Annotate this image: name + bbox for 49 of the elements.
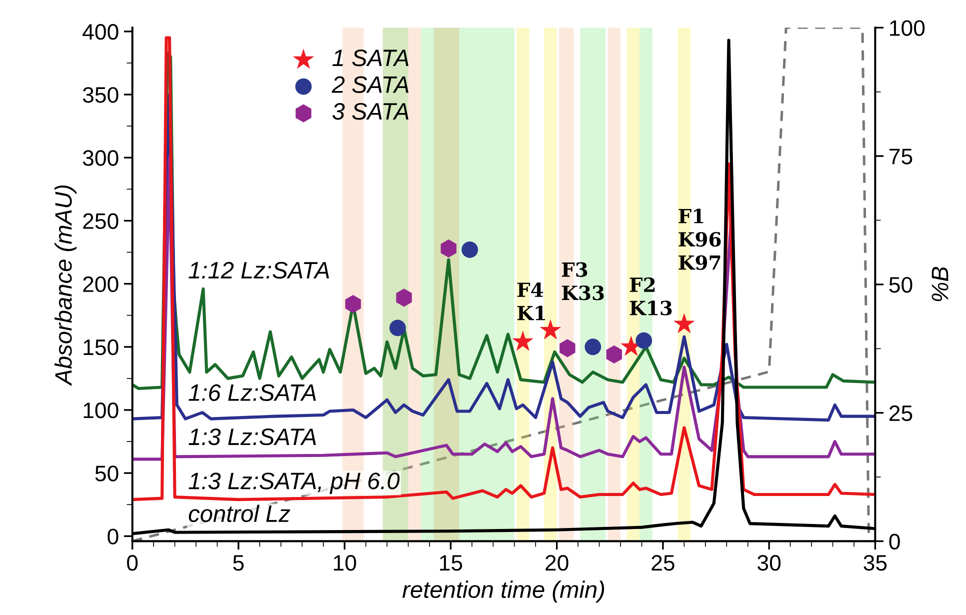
series-label: 1:12 Lz:SATA <box>188 262 329 279</box>
y-tick-label: 350 <box>82 87 118 103</box>
point <box>636 332 652 349</box>
y2-tick-label: 25 <box>890 405 912 422</box>
y-tick-label: 200 <box>83 276 118 292</box>
x-tick-label: 10 <box>334 554 356 571</box>
x-tick-label: 25 <box>652 554 674 571</box>
series-label: 1:3 Lz:SATA <box>188 428 316 446</box>
point <box>606 345 622 364</box>
x-axis-title: retention time (min) <box>402 580 604 603</box>
annotation: F4 K1 <box>517 282 545 320</box>
point <box>584 338 602 356</box>
y2-tick-label: 50 <box>889 276 912 293</box>
point <box>512 330 534 351</box>
point <box>540 319 562 340</box>
x-tick-label: 0 <box>127 554 138 571</box>
y-tick-label: 400 <box>82 24 118 40</box>
series-label: control Lz <box>188 504 290 522</box>
annotation: F1 K96 K97 <box>678 208 721 270</box>
x-tick-label: 15 <box>440 555 462 571</box>
point <box>345 294 361 314</box>
x-tick-label: 30 <box>758 554 781 571</box>
annotation: F2 K13 <box>630 277 672 316</box>
y-tick-label: 0 <box>108 528 118 544</box>
x-tick-label: 35 <box>864 554 887 571</box>
y2-tick-label: 75 <box>890 148 912 164</box>
point <box>396 288 412 307</box>
x-tick-label: 20 <box>546 554 568 571</box>
y-axis-title: Absorbance (mAU) <box>54 185 77 386</box>
y-tick-label: 150 <box>84 339 118 356</box>
y-tick-label: 100 <box>84 402 118 418</box>
y2-tick-label: 100 <box>890 20 925 36</box>
point <box>440 239 456 258</box>
y-tick-label: 300 <box>82 150 118 166</box>
legend-label: 1 SATA <box>332 50 408 66</box>
legend-label: 3 SATA <box>332 103 408 120</box>
annotation: F3 K33 <box>562 262 604 300</box>
legend-label: 2 SATA <box>332 76 408 93</box>
point <box>462 242 478 258</box>
y-tick-label: 50 <box>95 466 118 482</box>
point <box>674 312 695 334</box>
x-tick-label: 5 <box>233 555 244 571</box>
point <box>560 339 576 358</box>
series-label: 1:3 Lz:SATA, pH 6.0 <box>188 472 400 494</box>
y2-tick-label: 0 <box>889 534 900 550</box>
y-tick-label: 250 <box>83 213 118 229</box>
series-label: 1:6 Lz:SATA <box>188 384 316 402</box>
point <box>389 320 406 336</box>
y2-axis-title: %B <box>932 266 948 302</box>
